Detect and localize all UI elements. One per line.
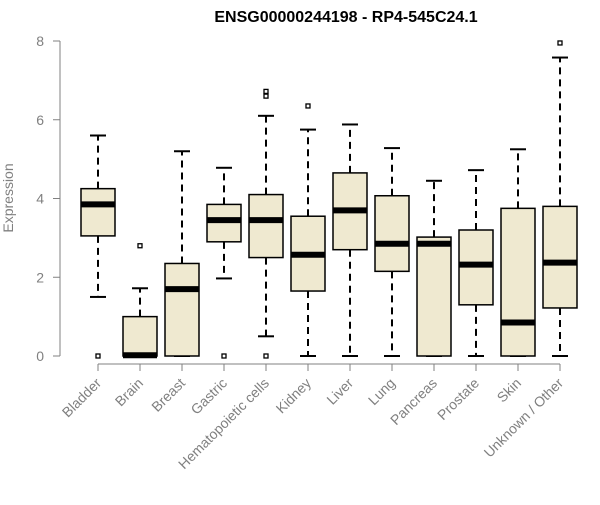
box-group bbox=[374, 147, 410, 357]
box bbox=[164, 262, 200, 357]
box bbox=[542, 205, 578, 309]
y-tick-label: 4 bbox=[36, 191, 44, 207]
box bbox=[122, 315, 158, 357]
box bbox=[374, 194, 410, 273]
outlier-point bbox=[263, 88, 269, 95]
outlier-point bbox=[263, 353, 269, 359]
box-group bbox=[80, 134, 116, 359]
box bbox=[80, 187, 116, 237]
box-group bbox=[248, 88, 284, 359]
outlier-point bbox=[95, 353, 101, 359]
outlier-point bbox=[557, 40, 563, 46]
x-tick-label: Brain bbox=[112, 375, 146, 409]
box-group bbox=[542, 40, 578, 357]
box bbox=[500, 207, 536, 357]
y-tick-label: 0 bbox=[36, 348, 44, 364]
x-tick-label: Lung bbox=[365, 375, 398, 408]
box-group bbox=[416, 179, 452, 357]
x-tick-label: Skin bbox=[494, 375, 525, 406]
box-group bbox=[290, 103, 326, 357]
box-group bbox=[164, 150, 200, 357]
box-group bbox=[122, 243, 158, 359]
x-tick-label: Liver bbox=[323, 375, 356, 408]
box bbox=[248, 193, 284, 259]
outlier-point bbox=[221, 353, 227, 359]
y-axis-label: Expression bbox=[0, 163, 16, 232]
x-tick-label: Kidney bbox=[273, 375, 315, 417]
box-group bbox=[458, 169, 494, 357]
outlier-point bbox=[137, 243, 143, 249]
box-series bbox=[80, 40, 578, 359]
x-tick-label: Pancreas bbox=[387, 375, 440, 428]
outlier-point bbox=[305, 103, 311, 109]
y-tick-label: 2 bbox=[36, 269, 44, 285]
x-tick-label: Breast bbox=[148, 375, 188, 415]
y-tick-label: 8 bbox=[36, 33, 44, 49]
x-tick-label: Unknown / Other bbox=[481, 375, 567, 461]
box-group bbox=[500, 148, 536, 357]
chart-title: ENSG00000244198 - RP4-545C24.1 bbox=[214, 9, 477, 26]
y-axis: 0 2 4 6 8 bbox=[36, 33, 61, 364]
box-group bbox=[332, 123, 368, 357]
x-tick-label: Bladder bbox=[59, 375, 105, 421]
box bbox=[416, 236, 452, 357]
x-tick-label: Prostate bbox=[434, 375, 482, 423]
outlier-point bbox=[263, 93, 269, 99]
y-tick-label: 6 bbox=[36, 112, 44, 128]
box-group bbox=[206, 166, 242, 359]
